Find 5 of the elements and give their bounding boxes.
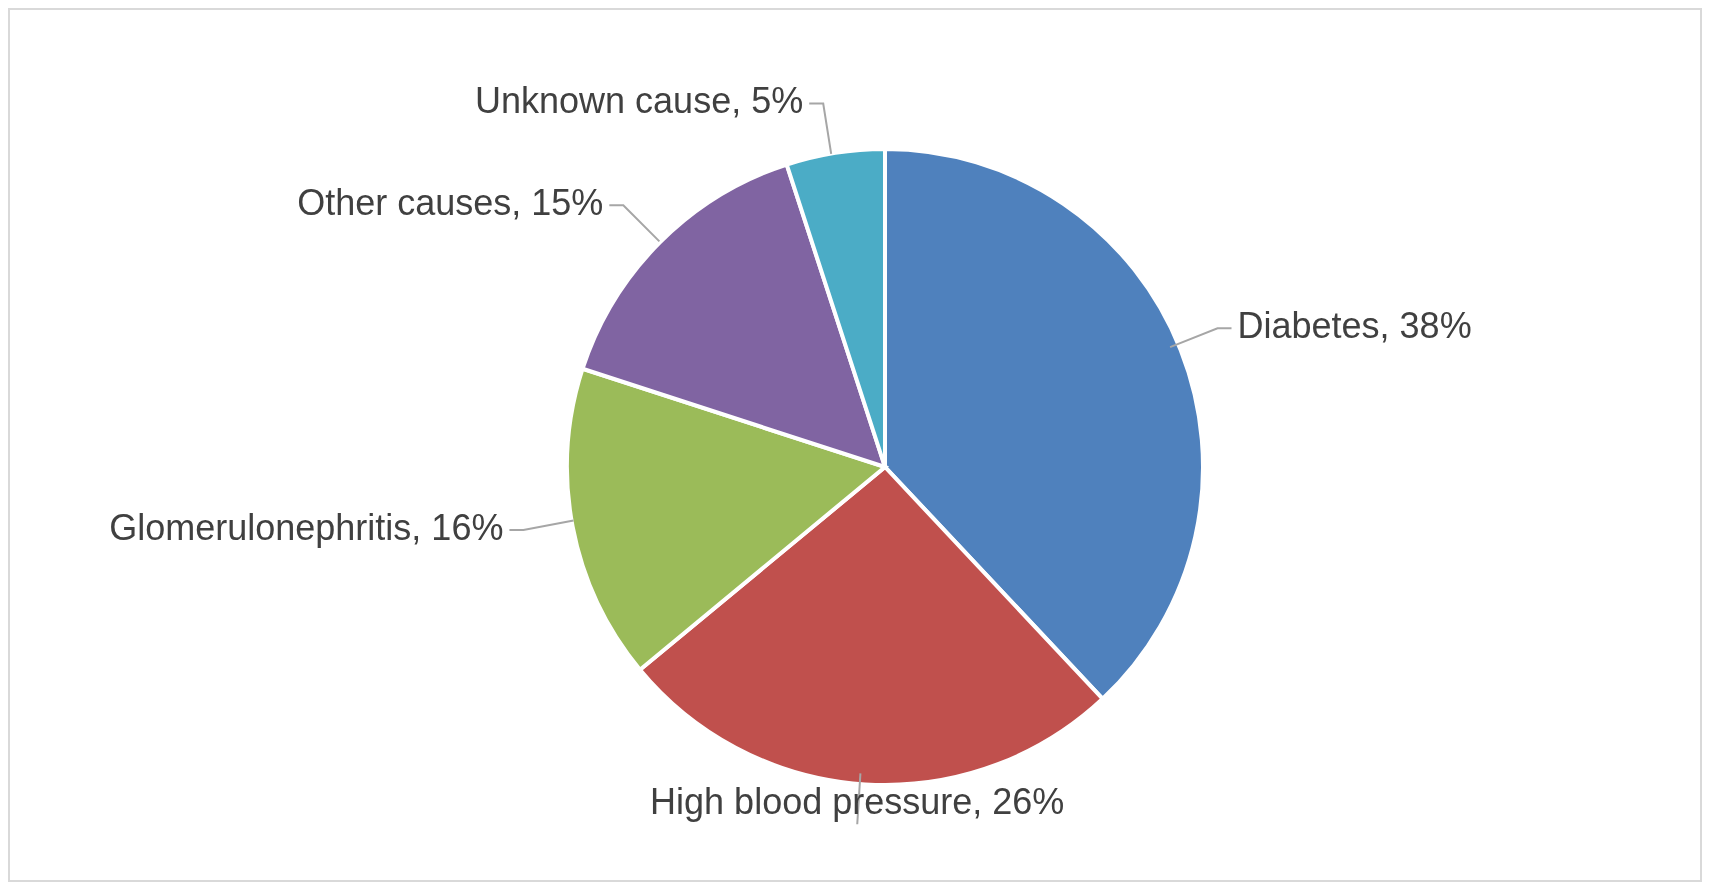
slice-label: Glomerulonephritis, 16% bbox=[109, 506, 504, 548]
slice-label: Unknown cause, 5% bbox=[475, 79, 804, 121]
slice-label: Diabetes, 38% bbox=[1237, 304, 1472, 346]
slice-label: Other causes, 15% bbox=[297, 181, 604, 223]
slice-label: High blood pressure, 26% bbox=[650, 780, 1065, 822]
